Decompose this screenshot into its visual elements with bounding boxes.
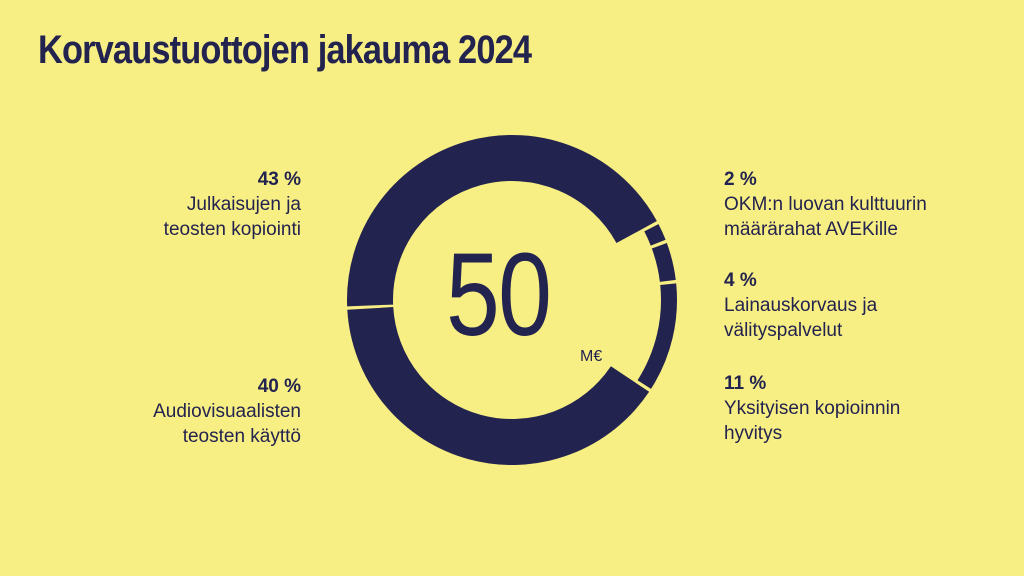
total-unit: M€	[580, 348, 603, 365]
slice-percent: 40 %	[257, 376, 301, 397]
slice-label-yksityinen-kopiointi: 11 % Yksityisen kopioinnin hyvitys	[724, 371, 1004, 446]
slice-description: Julkaisujen ja teosten kopiointi	[163, 194, 301, 240]
slice-percent: 43 %	[257, 169, 301, 190]
slice-description: Audiovisuaalisten teosten käyttö	[153, 401, 301, 447]
slice-percent: 11 %	[724, 373, 767, 394]
donut-slice-2	[644, 224, 666, 246]
slice-label-lainauskorvaus: 4 % Lainauskorvaus ja välityspalvelut	[724, 268, 1004, 343]
slice-label-audiovisuaaliset: 40 % Audiovisuaalisten teosten käyttö	[41, 374, 301, 449]
donut-slice-1	[347, 306, 650, 465]
slice-label-julkaisut: 43 % Julkaisujen ja teosten kopiointi	[41, 167, 301, 242]
chart-title: Korvaustuottojen jakauma 2024	[38, 28, 532, 72]
slice-description: Yksityisen kopioinnin hyvitys	[724, 398, 901, 444]
donut-slice-4	[637, 283, 677, 389]
slice-description: Lainauskorvaus ja välityspalvelut	[724, 295, 878, 341]
total-value: 50	[446, 229, 552, 361]
donut-slice-3	[651, 243, 676, 283]
donut-slice-0	[347, 135, 657, 307]
slice-description: OKM:n luovan kulttuurin määrärahat AVEKi…	[724, 194, 927, 240]
slice-percent: 4 %	[724, 270, 757, 291]
slice-label-okm: 2 % OKM:n luovan kulttuurin määrärahat A…	[724, 167, 1004, 242]
slice-percent: 2 %	[724, 169, 757, 190]
